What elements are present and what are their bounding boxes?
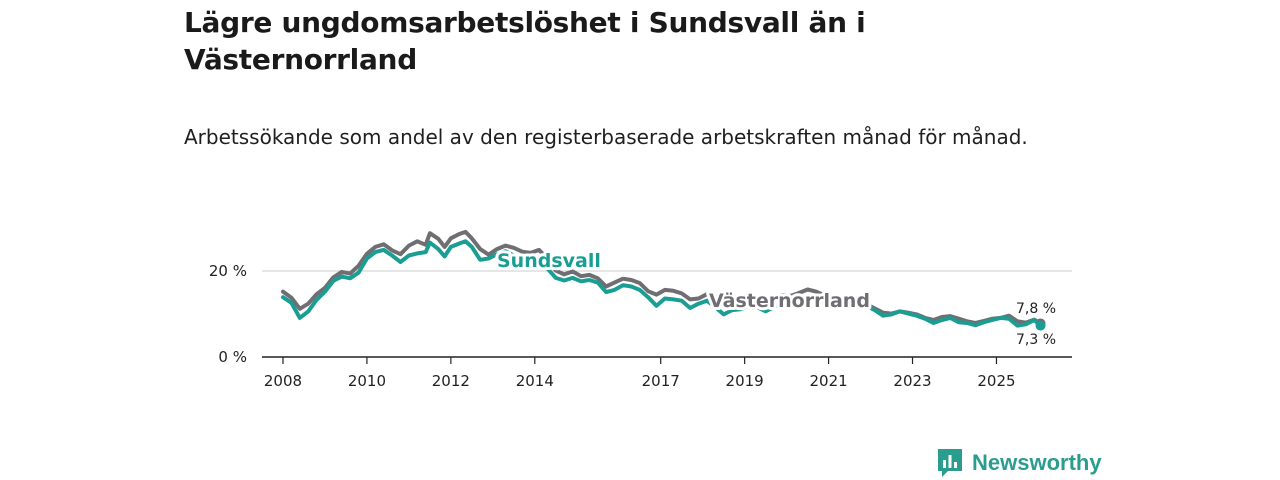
x-tick-label: 2017	[642, 372, 680, 390]
x-tick-label: 2021	[809, 372, 847, 390]
series-labels: Sundsvall Västernorrland 7,8 % 7,3 %	[494, 247, 1059, 351]
series-label-sundsvall: Sundsvall	[497, 250, 601, 272]
x-tick-label: 2008	[264, 372, 302, 390]
x-tick-label: 2012	[432, 372, 470, 390]
bar-chart-speech-bubble-icon	[938, 449, 962, 477]
series-label-vasternorrland: Västernorrland	[709, 290, 870, 312]
series-end-marker	[1035, 320, 1046, 331]
newsworthy-logo: Newsworthy	[936, 448, 1102, 478]
y-tick-label: 0 %	[218, 348, 247, 366]
brand-name: Newsworthy	[972, 450, 1102, 475]
x-tick-label: 2019	[726, 372, 764, 390]
end-value-sundsvall: 7,3 %	[1016, 332, 1056, 348]
series-line-v-sternorrland	[281, 229, 1043, 326]
series-line-sundsvall	[281, 239, 1043, 328]
x-tick-label: 2010	[348, 372, 386, 390]
end-value-vasternorrland: 7,8 %	[1016, 301, 1056, 317]
x-tick-label: 2025	[977, 372, 1015, 390]
chart-title: Lägre ungdomsarbetslöshet i Sundsvall än…	[184, 6, 866, 76]
series-lines	[281, 229, 1046, 331]
x-tick-label: 2014	[516, 372, 554, 390]
chart-subtitle: Arbetssökande som andel av den registerb…	[184, 125, 1028, 149]
y-tick-label: 20 %	[209, 262, 247, 280]
x-tick-label: 2023	[893, 372, 931, 390]
axes: 0 % 20 % 2008 2010 2012 2014 2017 2019 2021 2023 2…	[209, 262, 1072, 390]
